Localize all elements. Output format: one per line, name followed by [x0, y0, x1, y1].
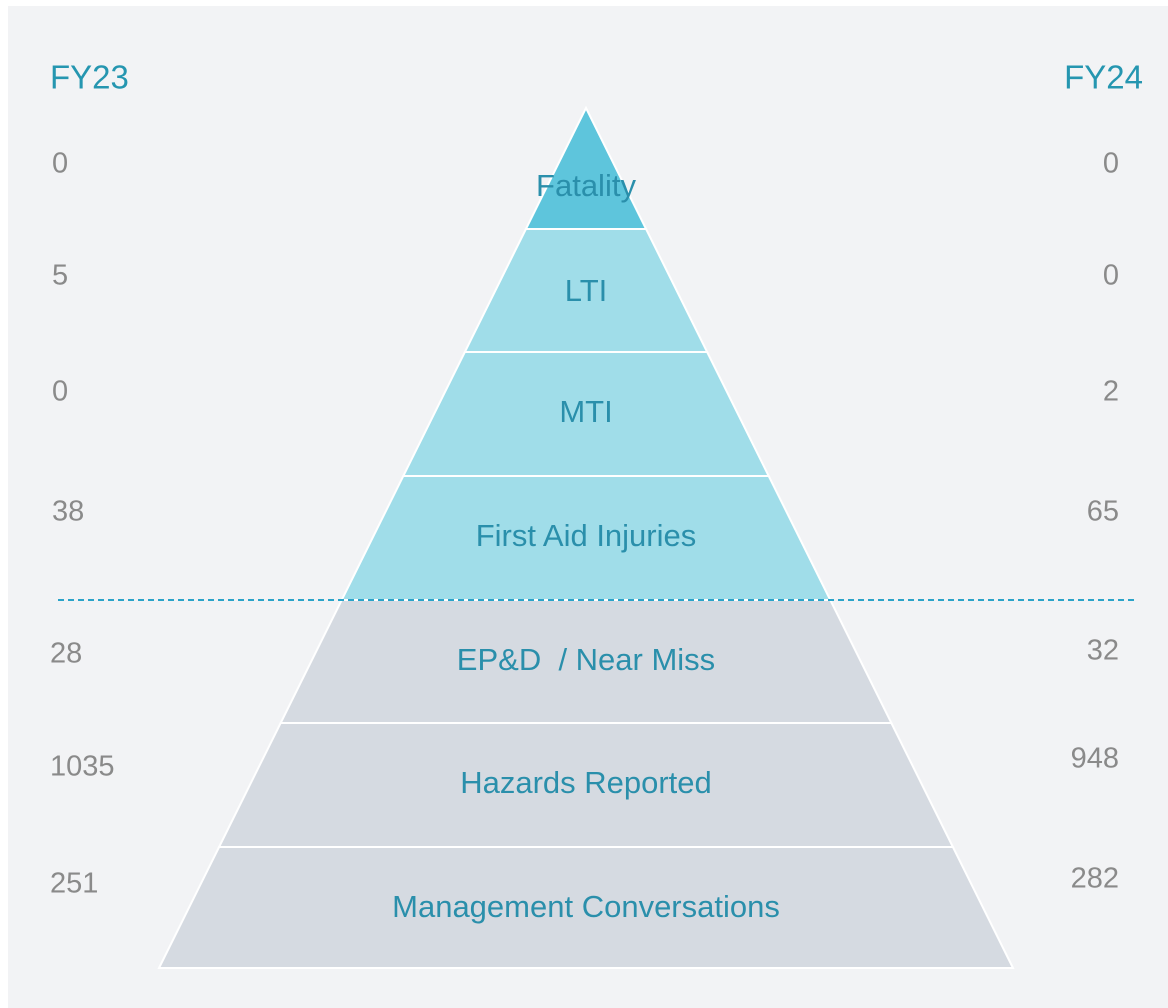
level-label: First Aid Injuries [476, 518, 697, 553]
pyramid-level [157, 846, 1015, 969]
level-label: Hazards Reported [460, 765, 712, 800]
level-texts: Fatality 0 0 LTI 5 0 MTI 0 2 First Aid Injuries 38… [50, 148, 1119, 925]
fy24-value: 0 [1103, 260, 1119, 292]
fy23-value: 0 [52, 148, 68, 180]
fy24-value: 282 [1071, 863, 1119, 895]
fy23-value: 1035 [50, 751, 115, 783]
fy23-heading: FY23 [50, 59, 129, 96]
fy23-value: 0 [52, 376, 68, 408]
fy24-value: 65 [1087, 496, 1119, 528]
fy24-value: 0 [1103, 148, 1119, 180]
level-label: MTI [559, 394, 612, 429]
fy24-heading: FY24 [1064, 59, 1143, 96]
fy23-value: 251 [50, 868, 98, 900]
level-label: Fatality [536, 168, 636, 203]
level-label: Management Conversations [392, 889, 780, 924]
fy23-value: 38 [52, 496, 84, 528]
fy24-value: 32 [1087, 635, 1119, 667]
level-label: LTI [565, 273, 608, 308]
fy23-value: 5 [52, 260, 68, 292]
fy24-value: 2 [1103, 376, 1119, 408]
fy23-value: 28 [50, 638, 82, 670]
fy24-value: 948 [1071, 743, 1119, 775]
level-label: EP&D / Near Miss [457, 642, 715, 677]
